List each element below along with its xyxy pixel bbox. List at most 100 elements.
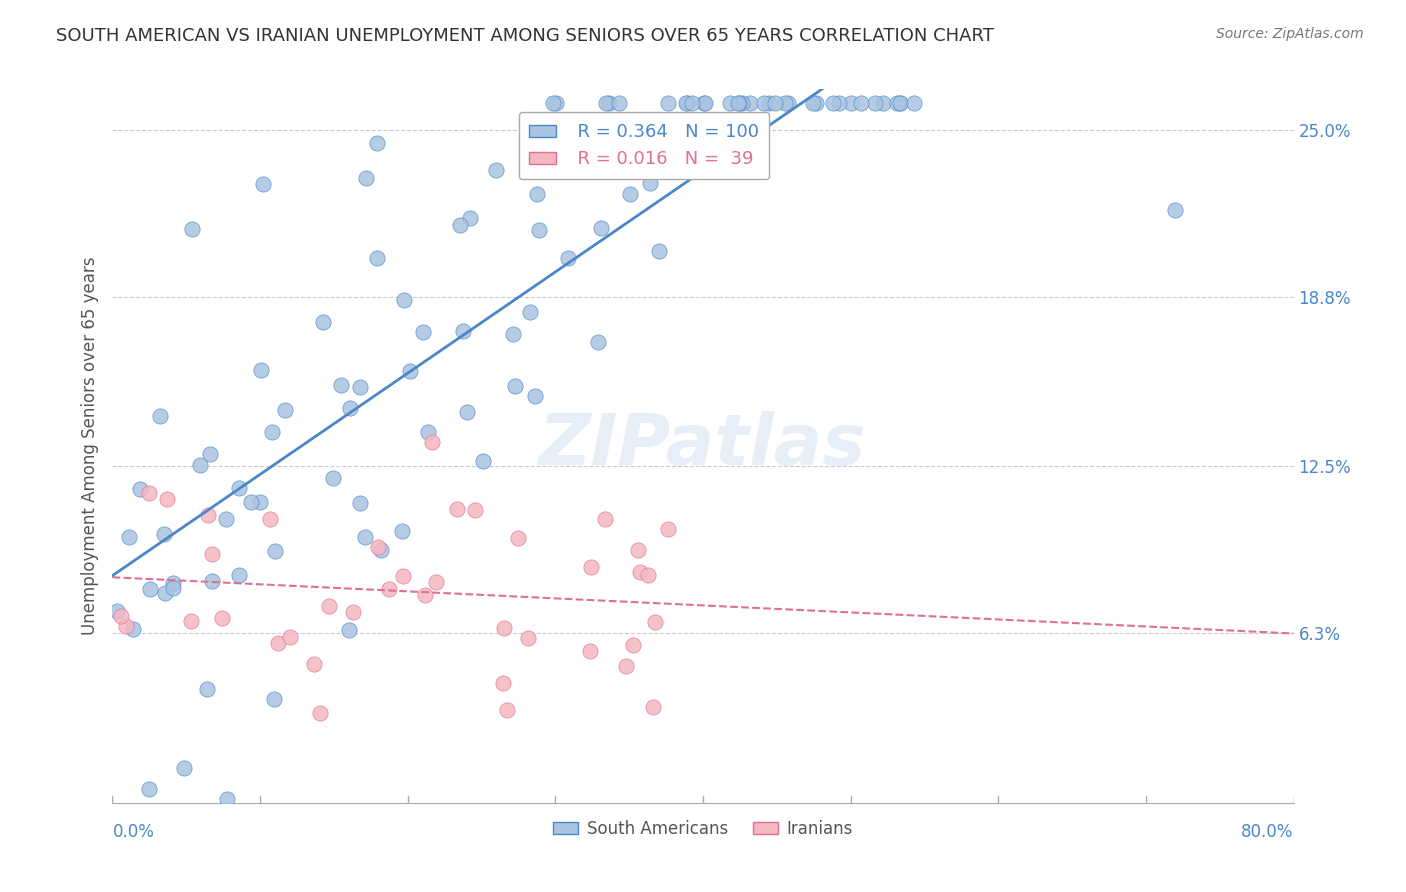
- Point: [139, 582, 162, 596]
- Point: [278, 630, 301, 644]
- Point: [173, 761, 195, 775]
- Point: [309, 706, 332, 720]
- Point: [349, 380, 371, 394]
- Point: [839, 95, 862, 110]
- Point: [425, 575, 447, 590]
- Point: [366, 251, 388, 265]
- Point: [586, 335, 609, 350]
- Point: [449, 218, 471, 232]
- Point: [188, 458, 211, 472]
- Point: [752, 95, 775, 110]
- Point: [138, 782, 160, 797]
- Point: [676, 95, 699, 110]
- Point: [681, 95, 703, 110]
- Point: [250, 362, 273, 376]
- Point: [641, 699, 664, 714]
- Point: [775, 95, 797, 110]
- Point: [274, 402, 297, 417]
- Point: [201, 547, 224, 561]
- Point: [541, 95, 564, 110]
- Point: [1164, 203, 1187, 218]
- Point: [637, 567, 659, 582]
- Point: [731, 95, 754, 110]
- Point: [180, 221, 202, 235]
- Point: [451, 324, 474, 338]
- Point: [502, 326, 524, 341]
- Point: [197, 508, 219, 523]
- Point: [640, 176, 662, 190]
- Point: [413, 588, 436, 602]
- Point: [506, 531, 529, 545]
- Point: [738, 95, 761, 110]
- Point: [628, 565, 651, 579]
- Point: [607, 95, 630, 110]
- Point: [458, 211, 481, 226]
- Point: [464, 503, 486, 517]
- Point: [492, 676, 515, 690]
- Point: [115, 619, 138, 633]
- Point: [391, 524, 413, 538]
- Point: [519, 305, 541, 319]
- Point: [195, 681, 218, 696]
- Point: [889, 95, 911, 110]
- Point: [865, 95, 887, 110]
- Point: [804, 95, 827, 110]
- Point: [728, 117, 751, 131]
- Point: [527, 223, 550, 237]
- Point: [339, 401, 361, 415]
- Point: [249, 495, 271, 509]
- Point: [260, 425, 283, 439]
- Point: [263, 544, 285, 558]
- Point: [517, 631, 540, 645]
- Point: [105, 604, 128, 618]
- Point: [420, 435, 443, 450]
- Point: [252, 178, 274, 192]
- Point: [211, 611, 233, 625]
- Point: [523, 389, 546, 403]
- Point: [399, 364, 422, 378]
- Point: [349, 495, 371, 509]
- Point: [727, 95, 749, 110]
- Point: [215, 792, 238, 806]
- Point: [598, 95, 620, 110]
- Text: 80.0%: 80.0%: [1241, 822, 1294, 841]
- Point: [129, 483, 152, 497]
- Point: [614, 659, 637, 673]
- Point: [763, 95, 786, 110]
- Point: [889, 95, 911, 110]
- Point: [322, 470, 344, 484]
- Point: [821, 95, 844, 110]
- Point: [366, 136, 388, 150]
- Point: [886, 95, 908, 110]
- Point: [416, 425, 439, 439]
- Point: [153, 527, 176, 541]
- Point: [657, 95, 679, 110]
- Y-axis label: Unemployment Among Seniors over 65 years: Unemployment Among Seniors over 65 years: [80, 257, 98, 635]
- Point: [446, 502, 468, 516]
- Point: [693, 95, 716, 110]
- Point: [579, 644, 602, 658]
- Point: [485, 163, 508, 178]
- Point: [367, 540, 389, 554]
- Point: [456, 405, 478, 419]
- Point: [259, 512, 281, 526]
- Point: [411, 325, 433, 339]
- Point: [149, 409, 172, 423]
- Point: [693, 95, 716, 110]
- Point: [872, 95, 894, 110]
- Point: [495, 703, 517, 717]
- Point: [627, 543, 650, 558]
- Point: [162, 575, 184, 590]
- Point: [138, 486, 160, 500]
- Text: Source: ZipAtlas.com: Source: ZipAtlas.com: [1216, 27, 1364, 41]
- Point: [311, 315, 333, 329]
- Point: [903, 95, 925, 110]
- Point: [228, 482, 250, 496]
- Point: [378, 582, 401, 597]
- Point: [593, 512, 616, 526]
- Point: [589, 220, 612, 235]
- Point: [526, 187, 548, 202]
- Point: [718, 95, 741, 110]
- Point: [595, 95, 617, 110]
- Point: [118, 530, 141, 544]
